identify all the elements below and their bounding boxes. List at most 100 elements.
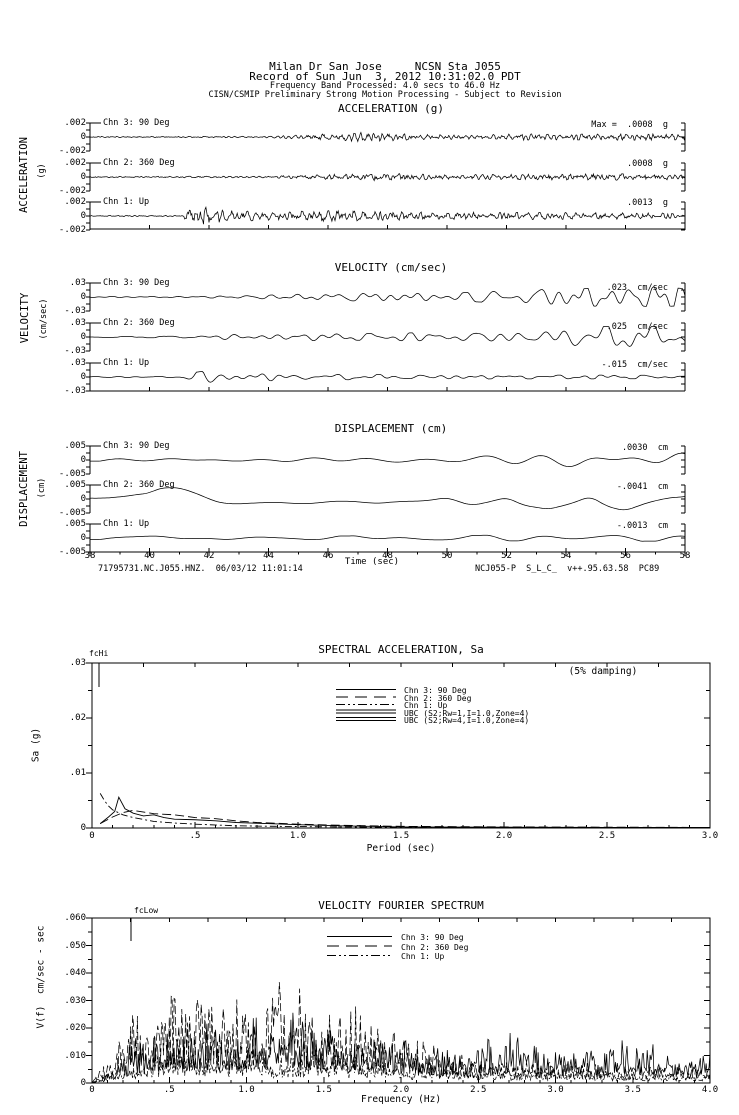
y-tick-label: -.002 bbox=[58, 186, 86, 196]
trace-acceleration-ch1 bbox=[89, 172, 686, 182]
y-tick-label: 0 bbox=[80, 1078, 86, 1088]
x-tick-label: 1.0 bbox=[289, 831, 307, 841]
trace-displacement-ch0 bbox=[89, 452, 686, 467]
y-tick-label: 0 bbox=[80, 172, 86, 182]
fourier-panel-title: VELOCITY FOURIER SPECTRUM bbox=[318, 899, 484, 912]
y-tick-label: .02 bbox=[69, 713, 86, 723]
y-tick-label: 0 bbox=[80, 332, 86, 342]
acceleration-panel-title: ACCELERATION (g) bbox=[338, 102, 444, 115]
y-tick-label: 0 bbox=[80, 132, 86, 142]
peak-value-disp-chn3: .0030 cm bbox=[621, 443, 668, 453]
x-tick-label: 3.0 bbox=[547, 1085, 564, 1095]
frequency-axis-label: Frequency (Hz) bbox=[360, 1094, 442, 1105]
legend-label: Chn 2: 360 Deg bbox=[401, 942, 469, 952]
channel-label-accel-chn3: Chn 3: 90 Deg bbox=[103, 118, 170, 128]
peak-value-accel-chn2: .0008 g bbox=[627, 159, 668, 169]
y-tick-label: .03 bbox=[69, 278, 86, 288]
sa-panel-title: SPECTRAL ACCELERATION, Sa bbox=[318, 643, 484, 656]
y-tick-label: -.005 bbox=[58, 547, 86, 557]
x-tick-label: 0 bbox=[89, 1085, 95, 1095]
x-tick-label: 2.5 bbox=[470, 1085, 487, 1095]
fourier-spectrum-ch2 bbox=[91, 1045, 711, 1083]
x-tick-label: 58 bbox=[679, 551, 691, 561]
y-tick-label: -.03 bbox=[64, 346, 86, 356]
x-tick-label: 2.0 bbox=[495, 831, 513, 841]
acceleration-axis-label: ACCELERATION bbox=[17, 137, 30, 213]
y-tick-label: .060 bbox=[64, 913, 86, 923]
peak-value-accel-chn1: .0013 g bbox=[627, 198, 668, 208]
channel-label-disp-chn2: Chn 2: 360 Deg bbox=[103, 480, 175, 490]
y-tick-label: .050 bbox=[64, 940, 86, 951]
legend-label: Chn 3: 90 Deg bbox=[404, 686, 467, 695]
x-tick-label: .5 bbox=[163, 1085, 175, 1095]
y-tick-label: .03 bbox=[69, 358, 86, 368]
y-tick-label: .020 bbox=[64, 1023, 86, 1033]
peak-value-disp-chn1: -.0013 cm bbox=[616, 521, 668, 531]
time-axis-label: Time (sec) bbox=[344, 557, 400, 567]
x-tick-label: 54 bbox=[560, 551, 572, 561]
sa-axis-label: Sa (g) bbox=[30, 727, 42, 763]
y-tick-label: -.002 bbox=[58, 146, 86, 156]
report-record-datetime: Record of Sun Jun 3, 2012 10:31:02.0 PDT bbox=[249, 70, 521, 83]
y-tick-label: 0 bbox=[80, 823, 86, 833]
fc-low-label: fcLow bbox=[134, 906, 159, 915]
y-tick-label: .01 bbox=[69, 768, 86, 778]
sa-curve-ch2 bbox=[99, 793, 711, 829]
y-tick-label: .040 bbox=[64, 968, 86, 978]
y-tick-label: 0 bbox=[80, 494, 86, 504]
y-tick-label: .002 bbox=[64, 158, 86, 168]
x-tick-label: 1.5 bbox=[392, 831, 410, 841]
channel-label-disp-chn1: Chn 1: Up bbox=[103, 519, 150, 529]
y-tick-label: 0 bbox=[80, 455, 86, 465]
fourier-axis-label: V(f) cm/sec - sec bbox=[35, 925, 47, 1029]
trace-velocity-ch1 bbox=[89, 325, 686, 347]
velocity-axis-label: VELOCITY bbox=[18, 292, 31, 344]
x-tick-label: 56 bbox=[620, 551, 631, 561]
x-tick-label: 3.0 bbox=[701, 831, 719, 841]
peak-value-vel-chn2: .025 cm/sec bbox=[606, 322, 668, 332]
y-tick-label: 0 bbox=[80, 211, 86, 221]
acceleration-axis-unit: (g) bbox=[36, 163, 47, 179]
y-tick-label: .010 bbox=[64, 1050, 86, 1061]
fc-hi-label: fcHi bbox=[89, 649, 109, 658]
x-tick-label: 2.5 bbox=[598, 831, 616, 841]
channel-label-accel-chn2: Chn 2: 360 Deg bbox=[103, 158, 175, 168]
peak-value-disp-chn2: -.0041 cm bbox=[616, 482, 668, 492]
x-tick-label: .5 bbox=[189, 831, 201, 841]
y-tick-label: -.005 bbox=[58, 469, 86, 479]
y-tick-label: -.03 bbox=[64, 386, 86, 396]
legend-label: UBC (S2;Rw=1,I=1.0,Zone=4) bbox=[404, 708, 530, 718]
peak-value-vel-chn3: .023 cm/sec bbox=[606, 283, 668, 293]
sa-curve-ch1 bbox=[99, 809, 711, 828]
trace-acceleration-ch0 bbox=[89, 131, 686, 143]
x-tick-label: 42 bbox=[203, 551, 215, 561]
y-tick-label: .03 bbox=[69, 318, 86, 328]
y-tick-label: .002 bbox=[64, 118, 86, 128]
frequency-band-note: Frequency Band Processed: 4.0 secs to 46… bbox=[269, 81, 501, 91]
processing-id-footer: NCJ055-P S_L_C_ v++.95.63.58 PC89 bbox=[475, 564, 660, 574]
peak-value-accel-chn3: Max = .0008 g bbox=[591, 120, 668, 130]
y-tick-label: .005 bbox=[64, 441, 86, 451]
y-tick-label: -.002 bbox=[58, 225, 86, 235]
x-tick-label: 0 bbox=[89, 831, 95, 841]
y-tick-label: .002 bbox=[64, 197, 86, 207]
fourier-spectrum-ch1 bbox=[91, 982, 711, 1083]
y-tick-label: .005 bbox=[64, 519, 86, 529]
x-tick-label: 38 bbox=[84, 551, 96, 561]
displacement-axis-unit: (cm) bbox=[36, 477, 47, 499]
x-tick-label: 46 bbox=[322, 551, 334, 561]
x-tick-label: 2.0 bbox=[392, 1085, 410, 1095]
y-tick-label: .030 bbox=[64, 995, 86, 1006]
legend-label: UBC (S2;Rw=4,I=1.0,Zone=4) bbox=[404, 716, 530, 725]
trace-velocity-ch0 bbox=[89, 286, 686, 307]
damping-annotation: (5% damping) bbox=[568, 666, 638, 677]
velocity-panel-title: VELOCITY (cm/sec) bbox=[334, 261, 448, 274]
y-tick-label: 0 bbox=[80, 533, 86, 543]
y-tick-label: .03 bbox=[69, 658, 86, 668]
sa-plot-frame bbox=[91, 662, 711, 829]
channel-label-disp-chn3: Chn 3: 90 Deg bbox=[103, 441, 170, 451]
x-tick-label: 52 bbox=[501, 551, 512, 561]
x-tick-label: 1.0 bbox=[238, 1085, 255, 1095]
x-tick-label: 4.0 bbox=[701, 1085, 719, 1095]
